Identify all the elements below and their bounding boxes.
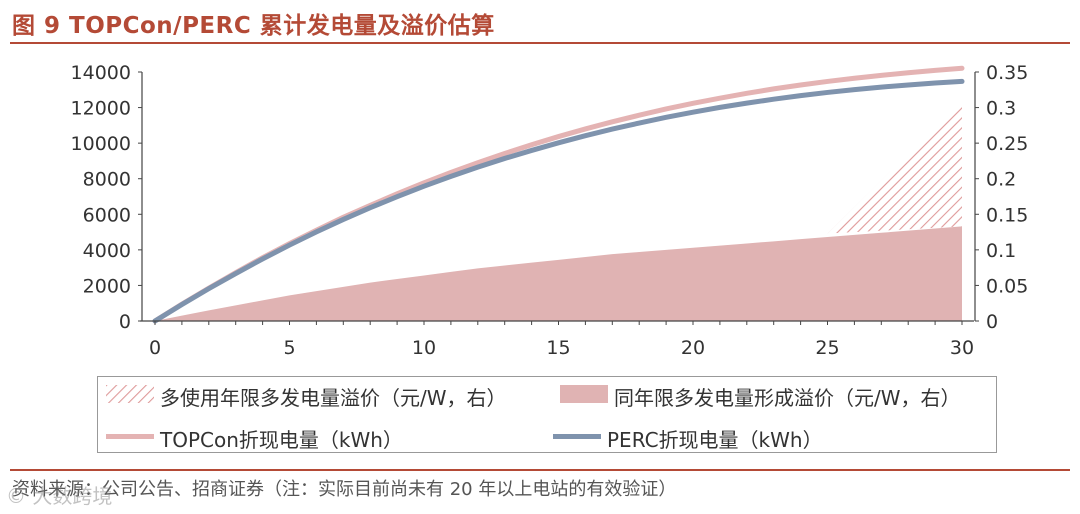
y2-tick-label: 0.25: [986, 133, 1028, 155]
source-note: 资料来源：公司公告、招商证券（注：实际目前尚未有 20 年以上电站的有效验证）: [12, 479, 677, 500]
y-tick-label: 12000: [71, 98, 131, 120]
legend-swatch-hatched-premium: [106, 385, 154, 403]
y-tick-label: 6000: [83, 204, 131, 226]
y2-tick-label: 0.2: [986, 169, 1016, 191]
y-tick-label: 2000: [83, 275, 131, 297]
watermark: © 大数跨境: [6, 484, 113, 508]
y-tick-label: 4000: [83, 240, 131, 262]
x-tick-label: 10: [412, 337, 436, 359]
legend-swatch-area-premium: [560, 385, 608, 403]
chart-legend: 多使用年限多发电量溢价（元/W，右） 同年限多发电量形成溢价（元/W，右） TO…: [97, 376, 997, 453]
chart-title: 图 9 TOPCon/PERC 累计发电量及溢价估算: [12, 13, 495, 39]
x-tick-label: 0: [149, 337, 161, 359]
y2-tick-label: 0.1: [986, 240, 1016, 262]
x-tick-label: 15: [546, 337, 570, 359]
y-tick-label: 8000: [83, 169, 131, 191]
source-divider: [10, 469, 1070, 471]
x-tick-label: 30: [950, 337, 974, 359]
legend-label-perc: PERC折现电量（kWh）: [607, 428, 823, 452]
legend-label-hatched-premium: 多使用年限多发电量溢价（元/W，右）: [160, 386, 507, 410]
x-tick-label: 5: [283, 337, 295, 359]
legend-label-area-premium: 同年限多发电量形成溢价（元/W，右）: [614, 386, 961, 410]
y-tick-label: 10000: [71, 133, 131, 155]
legend-label-topcon: TOPCon折现电量（kWh）: [160, 428, 403, 452]
chart-area: 0 2000 4000 6000 8000 10000 12000 14000 0 0.05 0.1…: [71, 62, 1029, 359]
y2-tick-label: 0.05: [986, 275, 1028, 297]
legend-swatch-topcon: [106, 434, 154, 439]
y-tick-label: 14000: [71, 62, 131, 84]
x-tick-label: 20: [681, 337, 705, 359]
series-area-same-life-premium: [155, 226, 962, 321]
y2-tick-label: 0.15: [986, 204, 1028, 226]
series-line-perc: [152, 78, 965, 324]
title-divider: [10, 42, 1070, 44]
series-hatched-longer-life-premium: [827, 100, 962, 234]
x-tick-label: 25: [815, 337, 839, 359]
legend-swatch-perc: [553, 434, 601, 439]
y2-tick-label: 0.3: [986, 98, 1016, 120]
y2-tick-label: 0.35: [986, 62, 1028, 84]
y-tick-label: 0: [119, 311, 131, 333]
y2-tick-label: 0: [986, 311, 998, 333]
